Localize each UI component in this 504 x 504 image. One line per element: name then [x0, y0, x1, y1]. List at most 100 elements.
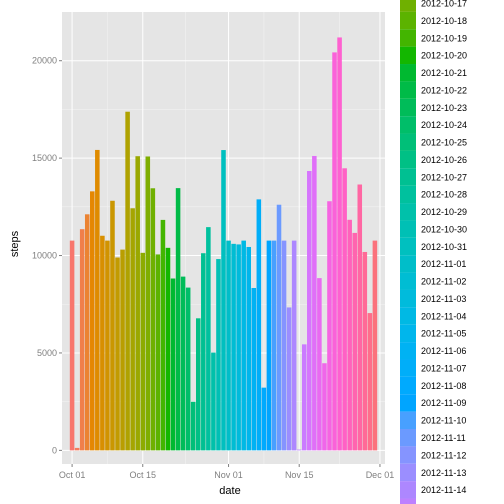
bar-2012-10-18	[155, 254, 161, 451]
legend-key-2012-10-17	[400, 0, 416, 12]
legend-label-2012-10-22: 2012-10-22	[421, 85, 467, 95]
legend-key-2012-11-06	[400, 342, 416, 360]
x-tick-label: Oct 15	[129, 470, 156, 480]
legend-key-2012-11-03	[400, 289, 416, 308]
legend-key-2012-10-27	[400, 168, 416, 186]
legend-label-2012-10-25: 2012-10-25	[421, 138, 467, 148]
x-tick-label: Oct 01	[59, 470, 86, 480]
legend: 2012-10-17 2012-10-18 2012-10-19 2012-10-20…	[400, 0, 467, 504]
bar-2012-10-09	[110, 200, 115, 451]
bar-2012-10-23	[180, 276, 186, 451]
legend-key-2012-10-18	[400, 11, 416, 30]
bar-2012-10-10	[115, 257, 120, 451]
legend-label-2012-10-28: 2012-10-28	[421, 190, 467, 200]
legend-key-2012-11-08	[400, 376, 416, 395]
bar-2012-10-01	[69, 240, 75, 451]
bar-2012-11-07	[256, 199, 262, 451]
legend-label-2012-11-06: 2012-11-06	[421, 346, 466, 356]
y-axis-ticks: 0 5000 10000 15000 20000	[32, 56, 62, 455]
legend-key-2012-10-28	[400, 185, 416, 204]
bar-2012-11-08	[261, 387, 267, 451]
legend-label-2012-11-09: 2012-11-09	[421, 398, 466, 408]
bar-2012-11-29	[367, 313, 373, 451]
bar-2012-10-04	[84, 214, 90, 451]
bar-2012-11-18	[312, 155, 317, 451]
legend-key-2012-10-22	[400, 81, 416, 99]
legend-label-2012-11-11: 2012-11-11	[421, 433, 466, 443]
bar-2012-11-09	[266, 240, 272, 451]
legend-key-2012-10-19	[400, 29, 416, 47]
legend-label-2012-10-30: 2012-10-30	[421, 224, 467, 234]
bar-2012-10-11	[120, 249, 125, 451]
legend-key-2012-10-31	[400, 237, 416, 256]
bar-2012-11-27	[357, 184, 363, 451]
bar-2012-10-22	[175, 188, 181, 451]
legend-key-2012-11-01	[400, 255, 416, 273]
legend-label-2012-11-03: 2012-11-03	[421, 294, 466, 304]
legend-key-2012-10-20	[400, 46, 416, 65]
x-tick-label: Nov 15	[285, 470, 314, 480]
legend-label-2012-10-24: 2012-10-24	[421, 120, 467, 130]
bar-2012-10-25	[190, 401, 196, 451]
bar-2012-11-12	[281, 240, 287, 451]
x-axis-ticks: Oct 01 Oct 15 Nov 01 Nov 15 Dec 01	[59, 464, 394, 480]
bar-2012-11-16	[301, 344, 307, 451]
bar-2012-11-10	[271, 240, 277, 451]
bar-2012-11-23	[337, 37, 342, 451]
legend-label-2012-11-14: 2012-11-14	[421, 485, 466, 495]
bar-2012-10-20	[165, 247, 171, 451]
legend-label-2012-11-13: 2012-11-13	[421, 468, 466, 478]
legend-label-2012-11-02: 2012-11-02	[421, 277, 466, 287]
legend-label-2012-10-17: 2012-10-17	[421, 0, 467, 9]
y-tick-label: 20000	[32, 56, 57, 66]
bar-2012-10-29	[211, 352, 216, 451]
legend-label-2012-10-20: 2012-10-20	[421, 51, 467, 61]
bar-2012-11-22	[332, 52, 337, 451]
legend-key-2012-10-25	[400, 133, 416, 151]
legend-label-2012-11-10: 2012-11-10	[421, 416, 466, 426]
legend-key-2012-11-14	[400, 481, 416, 499]
bar-2012-11-17	[307, 170, 312, 451]
legend-key-2012-10-26	[400, 150, 416, 169]
bar-2012-11-05	[246, 246, 252, 451]
bar-2012-11-11	[276, 204, 282, 451]
legend-key-2012-10-23	[400, 98, 416, 117]
bar-2012-10-03	[79, 229, 85, 451]
bar-2012-10-12	[125, 111, 130, 451]
legend-label-2012-10-27: 2012-10-27	[421, 172, 467, 182]
legend-key-2012-11-02	[400, 272, 416, 290]
legend-label-2012-11-04: 2012-11-04	[421, 311, 466, 321]
bar-2012-11-19	[317, 278, 322, 451]
legend-label-2012-10-18: 2012-10-18	[421, 16, 467, 26]
bar-2012-11-21	[327, 201, 332, 451]
legend-label-2012-11-12: 2012-11-12	[421, 450, 466, 460]
bar-2012-10-17	[150, 188, 156, 451]
legend-key-2012-11-12	[400, 446, 416, 464]
legend-key-2012-10-30	[400, 220, 416, 238]
bar-2012-11-14	[291, 240, 297, 451]
legend-key-2012-10-21	[400, 64, 416, 82]
legend-key-2012-11-09	[400, 394, 416, 412]
legend-key-2012-11-15	[400, 498, 416, 504]
bar-2012-11-03	[236, 244, 241, 451]
bar-2012-11-26	[352, 232, 357, 451]
legend-label-2012-11-05: 2012-11-05	[421, 329, 466, 339]
bar-2012-10-27	[201, 253, 206, 451]
bar-2012-10-19	[160, 219, 166, 451]
y-axis-title: steps	[9, 230, 21, 257]
bar-2012-11-13	[286, 307, 292, 451]
bar-2012-11-20	[322, 363, 327, 451]
bar-2012-11-01	[226, 240, 231, 451]
y-tick-label: 15000	[32, 153, 57, 163]
x-axis-title: date	[219, 485, 240, 497]
x-tick-label: Dec 01	[366, 470, 395, 480]
legend-label-2012-10-29: 2012-10-29	[421, 207, 467, 217]
legend-key-2012-11-07	[400, 359, 416, 377]
legend-key-2012-10-29	[400, 203, 416, 221]
legend-label-2012-10-23: 2012-10-23	[421, 103, 467, 113]
bar-2012-10-21	[170, 278, 176, 451]
bar-2012-11-02	[231, 243, 236, 451]
legend-label-2012-10-19: 2012-10-19	[421, 33, 467, 43]
x-tick-label: Nov 01	[214, 470, 243, 480]
